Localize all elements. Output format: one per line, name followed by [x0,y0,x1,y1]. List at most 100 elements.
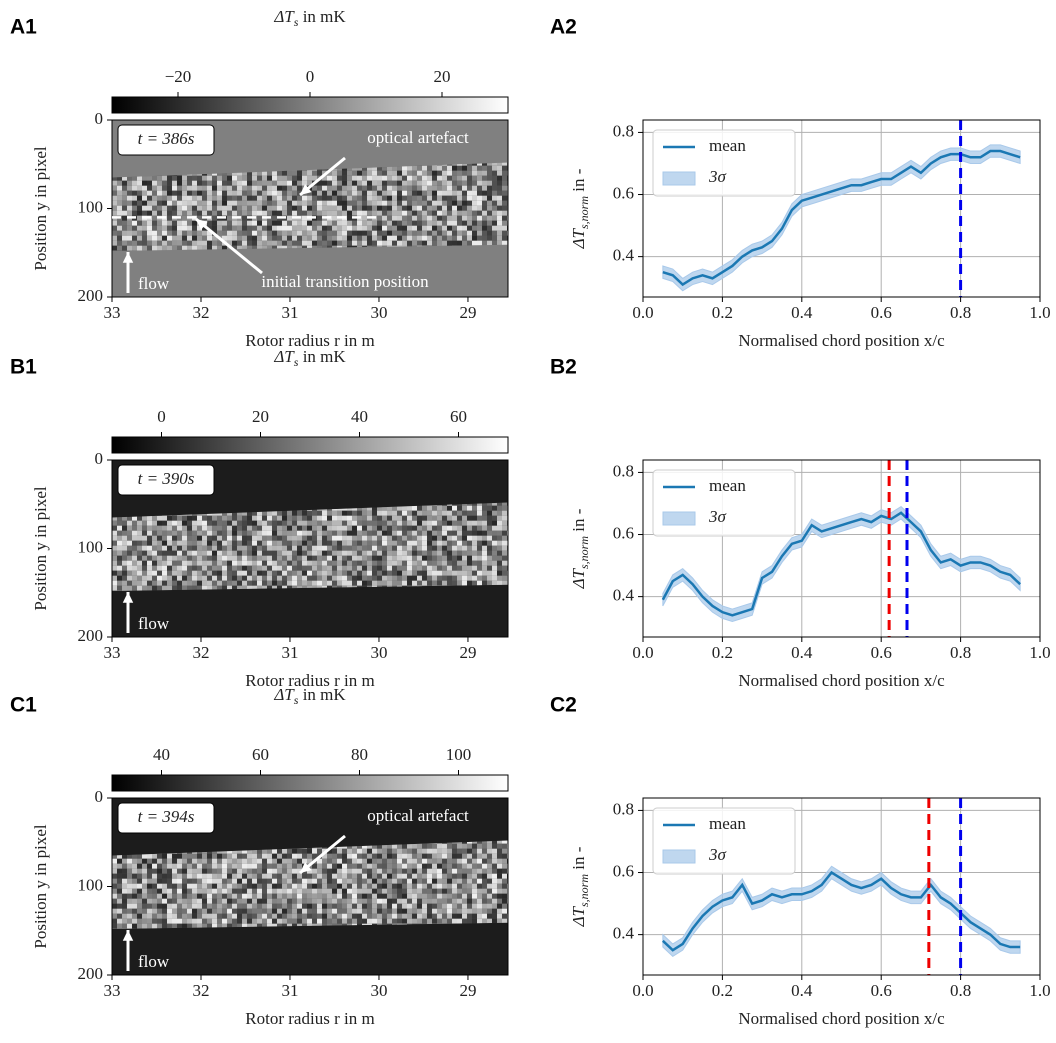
texture-cell [147,904,152,909]
texture-cell [407,211,412,216]
texture-cell [322,551,327,556]
texture-cell [392,869,397,874]
texture-cell [317,511,322,516]
texture-cell [327,536,332,541]
texture-cell [477,571,482,576]
texture-cell [187,909,192,914]
texture-cell [472,521,477,526]
texture-cell [467,546,472,551]
texture-cell [217,211,222,216]
y-tick-label: 0.8 [613,121,634,140]
texture-cell [182,889,187,894]
texture-cell [452,874,457,879]
texture-cell [347,899,352,904]
texture-cell [237,556,242,561]
texture-cell [292,546,297,551]
texture-cell [272,854,277,859]
texture-cell [287,196,292,201]
x-tick-label: 0.2 [712,303,733,322]
colorbar-tick-label: 100 [446,745,472,764]
texture-cell [412,904,417,909]
texture-cell [392,526,397,531]
texture-cell [242,874,247,879]
texture-cell [197,191,202,196]
panel-label: C2 [550,694,577,717]
texture-cell [142,246,147,251]
texture-cell [447,874,452,879]
texture-cell [167,231,172,236]
texture-cell [432,919,437,924]
texture-cell [187,196,192,201]
texture-cell [392,576,397,581]
texture-cell [472,581,477,586]
texture-cell [492,236,497,241]
texture-cell [167,566,172,571]
texture-cell [332,241,337,246]
texture-cell [382,864,387,869]
texture-cell [382,869,387,874]
texture-cell [332,899,337,904]
texture-cell [262,536,267,541]
texture-cell [422,201,427,206]
texture-cell [257,581,262,586]
texture-cell [147,864,152,869]
texture-cell [317,914,322,919]
texture-cell [287,521,292,526]
texture-cell [452,561,457,566]
x-tick-label: 0.4 [791,303,813,322]
texture-cell [492,231,497,236]
x-tick-label: 33 [104,643,121,662]
texture-cell [197,201,202,206]
texture-cell [197,176,202,181]
texture-cell [462,171,467,176]
texture-cell [292,231,297,236]
texture-cell [422,181,427,186]
texture-cell [292,526,297,531]
texture-cell [487,511,492,516]
texture-cell [402,226,407,231]
texture-cell [172,566,177,571]
texture-cell [277,206,282,211]
texture-cell [457,546,462,551]
texture-cell [487,186,492,191]
texture-cell [257,546,262,551]
texture-cell [387,231,392,236]
texture-cell [147,531,152,536]
texture-cell [222,226,227,231]
texture-cell [212,904,217,909]
x-tick-label: 0.6 [871,981,892,1000]
texture-cell [247,536,252,541]
texture-cell [317,536,322,541]
texture-cell [472,879,477,884]
texture-cell [242,566,247,571]
texture-cell [127,536,132,541]
texture-cell [412,231,417,236]
colorbar-label-main: ΔT [273,347,295,366]
texture-cell [222,854,227,859]
colorbar-label-rest: in mK [298,347,346,366]
texture-cell [457,581,462,586]
texture-cell [492,869,497,874]
texture-cell [182,874,187,879]
texture-cell [227,884,232,889]
texture-cell [407,176,412,181]
y-tick-label: 0.4 [613,924,635,943]
texture-cell [412,516,417,521]
texture-cell [267,556,272,561]
texture-cell [247,899,252,904]
texture-cell [367,221,372,226]
texture-cell [417,869,422,874]
texture-cell [432,516,437,521]
texture-cell [207,561,212,566]
texture-cell [152,909,157,914]
texture-cell [397,201,402,206]
texture-cell [382,566,387,571]
texture-cell [397,186,402,191]
texture-cell [127,231,132,236]
texture-cell [207,531,212,536]
texture-cell [302,894,307,899]
y-axis-label-rest: in - [569,168,588,196]
texture-cell [157,909,162,914]
texture-cell [167,859,172,864]
texture-cell [452,869,457,874]
